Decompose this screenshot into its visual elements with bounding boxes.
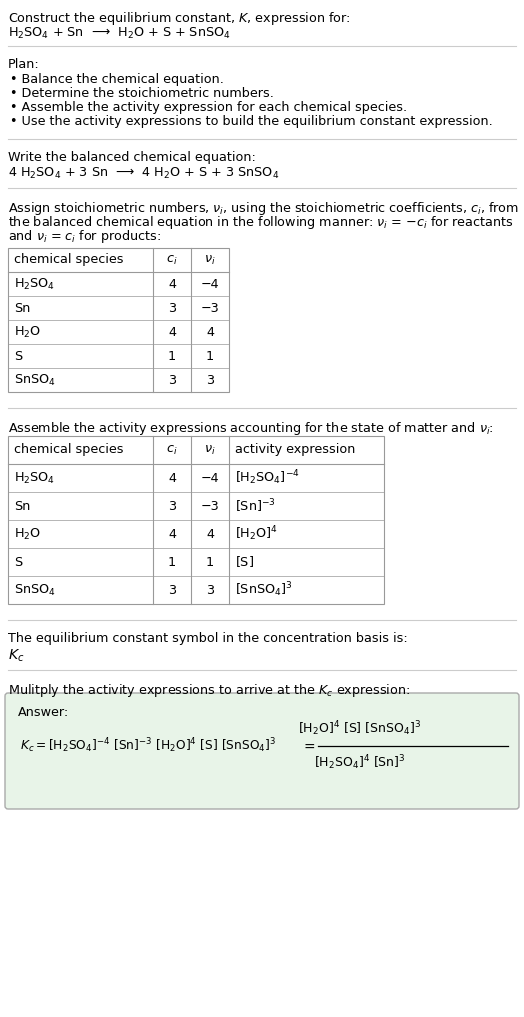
Text: $[\mathrm{S}]$: $[\mathrm{S}]$: [235, 554, 254, 570]
Text: The equilibrium constant symbol in the concentration basis is:: The equilibrium constant symbol in the c…: [8, 632, 408, 645]
Text: chemical species: chemical species: [14, 253, 124, 266]
Text: 3: 3: [168, 373, 176, 386]
Text: $[\mathrm{H_2O}]^{4}\ [\mathrm{S}]\ [\mathrm{SnSO_4}]^{3}$: $[\mathrm{H_2O}]^{4}\ [\mathrm{S}]\ [\ma…: [298, 720, 422, 738]
Text: −4: −4: [201, 472, 220, 484]
Text: −4: −4: [201, 278, 220, 291]
Text: 4: 4: [168, 472, 176, 484]
Text: $\mathdefault{H_2SO_4}$: $\mathdefault{H_2SO_4}$: [14, 277, 55, 292]
Text: $\mathdefault{H_2O}$: $\mathdefault{H_2O}$: [14, 527, 41, 541]
Text: $K_c = [\mathrm{H_2SO_4}]^{-4}\ [\mathrm{Sn}]^{-3}\ [\mathrm{H_2O}]^{4}\ [\mathr: $K_c = [\mathrm{H_2SO_4}]^{-4}\ [\mathrm…: [20, 736, 276, 756]
Text: 3: 3: [168, 301, 176, 314]
Text: $\mathdefault{SnSO_4}$: $\mathdefault{SnSO_4}$: [14, 583, 56, 598]
Text: $\it{\nu_i}$: $\it{\nu_i}$: [204, 253, 216, 266]
Text: $\it{\nu_i}$: $\it{\nu_i}$: [204, 443, 216, 457]
Text: 3: 3: [168, 499, 176, 513]
Text: Assign stoichiometric numbers, $\it{\nu_i}$, using the stoichiometric coefficien: Assign stoichiometric numbers, $\it{\nu_…: [8, 200, 519, 217]
Text: 4: 4: [168, 325, 176, 339]
Text: $[\mathrm{H_2SO_4}]^{4}\ [\mathrm{Sn}]^{3}$: $[\mathrm{H_2SO_4}]^{4}\ [\mathrm{Sn}]^{…: [314, 754, 406, 772]
Text: $\mathdefault{H_2SO_4}$: $\mathdefault{H_2SO_4}$: [14, 471, 55, 485]
FancyBboxPatch shape: [5, 693, 519, 809]
Text: 1: 1: [168, 350, 176, 362]
Bar: [8, 248, 229, 392]
Text: $K_c$: $K_c$: [8, 648, 25, 664]
Text: $=$: $=$: [301, 739, 315, 753]
Text: Answer:: Answer:: [18, 706, 69, 719]
Text: Write the balanced chemical equation:: Write the balanced chemical equation:: [8, 151, 256, 164]
Text: $[\mathdefault{H_2SO_4}]^{-4}$: $[\mathdefault{H_2SO_4}]^{-4}$: [235, 469, 300, 487]
Text: $\mathdefault{H_2O}$: $\mathdefault{H_2O}$: [14, 324, 41, 340]
Text: • Determine the stoichiometric numbers.: • Determine the stoichiometric numbers.: [10, 87, 274, 100]
Text: 1: 1: [168, 555, 176, 569]
Text: S: S: [14, 350, 22, 362]
Text: 4: 4: [206, 325, 214, 339]
Text: chemical species: chemical species: [14, 443, 124, 457]
Text: 4: 4: [206, 528, 214, 540]
Text: activity expression: activity expression: [235, 443, 355, 457]
Text: Sn: Sn: [14, 301, 30, 314]
Text: • Balance the chemical equation.: • Balance the chemical equation.: [10, 73, 224, 86]
Text: and $\it{\nu_i}$ = $\it{c_i}$ for products:: and $\it{\nu_i}$ = $\it{c_i}$ for produc…: [8, 228, 161, 245]
Text: 1: 1: [206, 555, 214, 569]
Text: the balanced chemical equation in the following manner: $\it{\nu_i}$ = −$\it{c_i: the balanced chemical equation in the fo…: [8, 214, 514, 231]
Text: 1: 1: [206, 350, 214, 362]
Text: Assemble the activity expressions accounting for the state of matter and $\it{\n: Assemble the activity expressions accoun…: [8, 420, 494, 437]
Text: −3: −3: [201, 301, 220, 314]
Text: 4: 4: [168, 528, 176, 540]
Bar: [8, 436, 384, 604]
Text: −3: −3: [201, 499, 220, 513]
Text: • Assemble the activity expression for each chemical species.: • Assemble the activity expression for e…: [10, 101, 407, 114]
Text: 3: 3: [168, 584, 176, 597]
Text: 3: 3: [206, 373, 214, 386]
Text: $[\mathdefault{H_2O}]^{4}$: $[\mathdefault{H_2O}]^{4}$: [235, 525, 278, 543]
Text: $\mathdefault{H_2SO_4}$ + Sn  ⟶  $\mathdefault{H_2O}$ + S + $\mathdefault{SnSO_4: $\mathdefault{H_2SO_4}$ + Sn ⟶ $\mathdef…: [8, 26, 231, 41]
Text: $\mathdefault{SnSO_4}$: $\mathdefault{SnSO_4}$: [14, 372, 56, 387]
Text: 4: 4: [168, 278, 176, 291]
Text: Mulitply the activity expressions to arrive at the $K_c$ expression:: Mulitply the activity expressions to arr…: [8, 682, 410, 699]
Text: 3: 3: [206, 584, 214, 597]
Text: $\it{c_i}$: $\it{c_i}$: [166, 443, 178, 457]
Text: Sn: Sn: [14, 499, 30, 513]
Text: Construct the equilibrium constant, $K$, expression for:: Construct the equilibrium constant, $K$,…: [8, 10, 351, 27]
Text: $[\mathdefault{SnSO_4}]^{3}$: $[\mathdefault{SnSO_4}]^{3}$: [235, 581, 292, 599]
Text: $[\mathrm{Sn}]^{-3}$: $[\mathrm{Sn}]^{-3}$: [235, 497, 276, 515]
Text: • Use the activity expressions to build the equilibrium constant expression.: • Use the activity expressions to build …: [10, 115, 493, 128]
Text: S: S: [14, 555, 22, 569]
Text: $\it{c_i}$: $\it{c_i}$: [166, 253, 178, 266]
Text: 4 $\mathdefault{H_2SO_4}$ + 3 Sn  ⟶  4 $\mathdefault{H_2O}$ + S + 3 $\mathdefaul: 4 $\mathdefault{H_2SO_4}$ + 3 Sn ⟶ 4 $\m…: [8, 166, 279, 181]
Text: Plan:: Plan:: [8, 58, 40, 71]
